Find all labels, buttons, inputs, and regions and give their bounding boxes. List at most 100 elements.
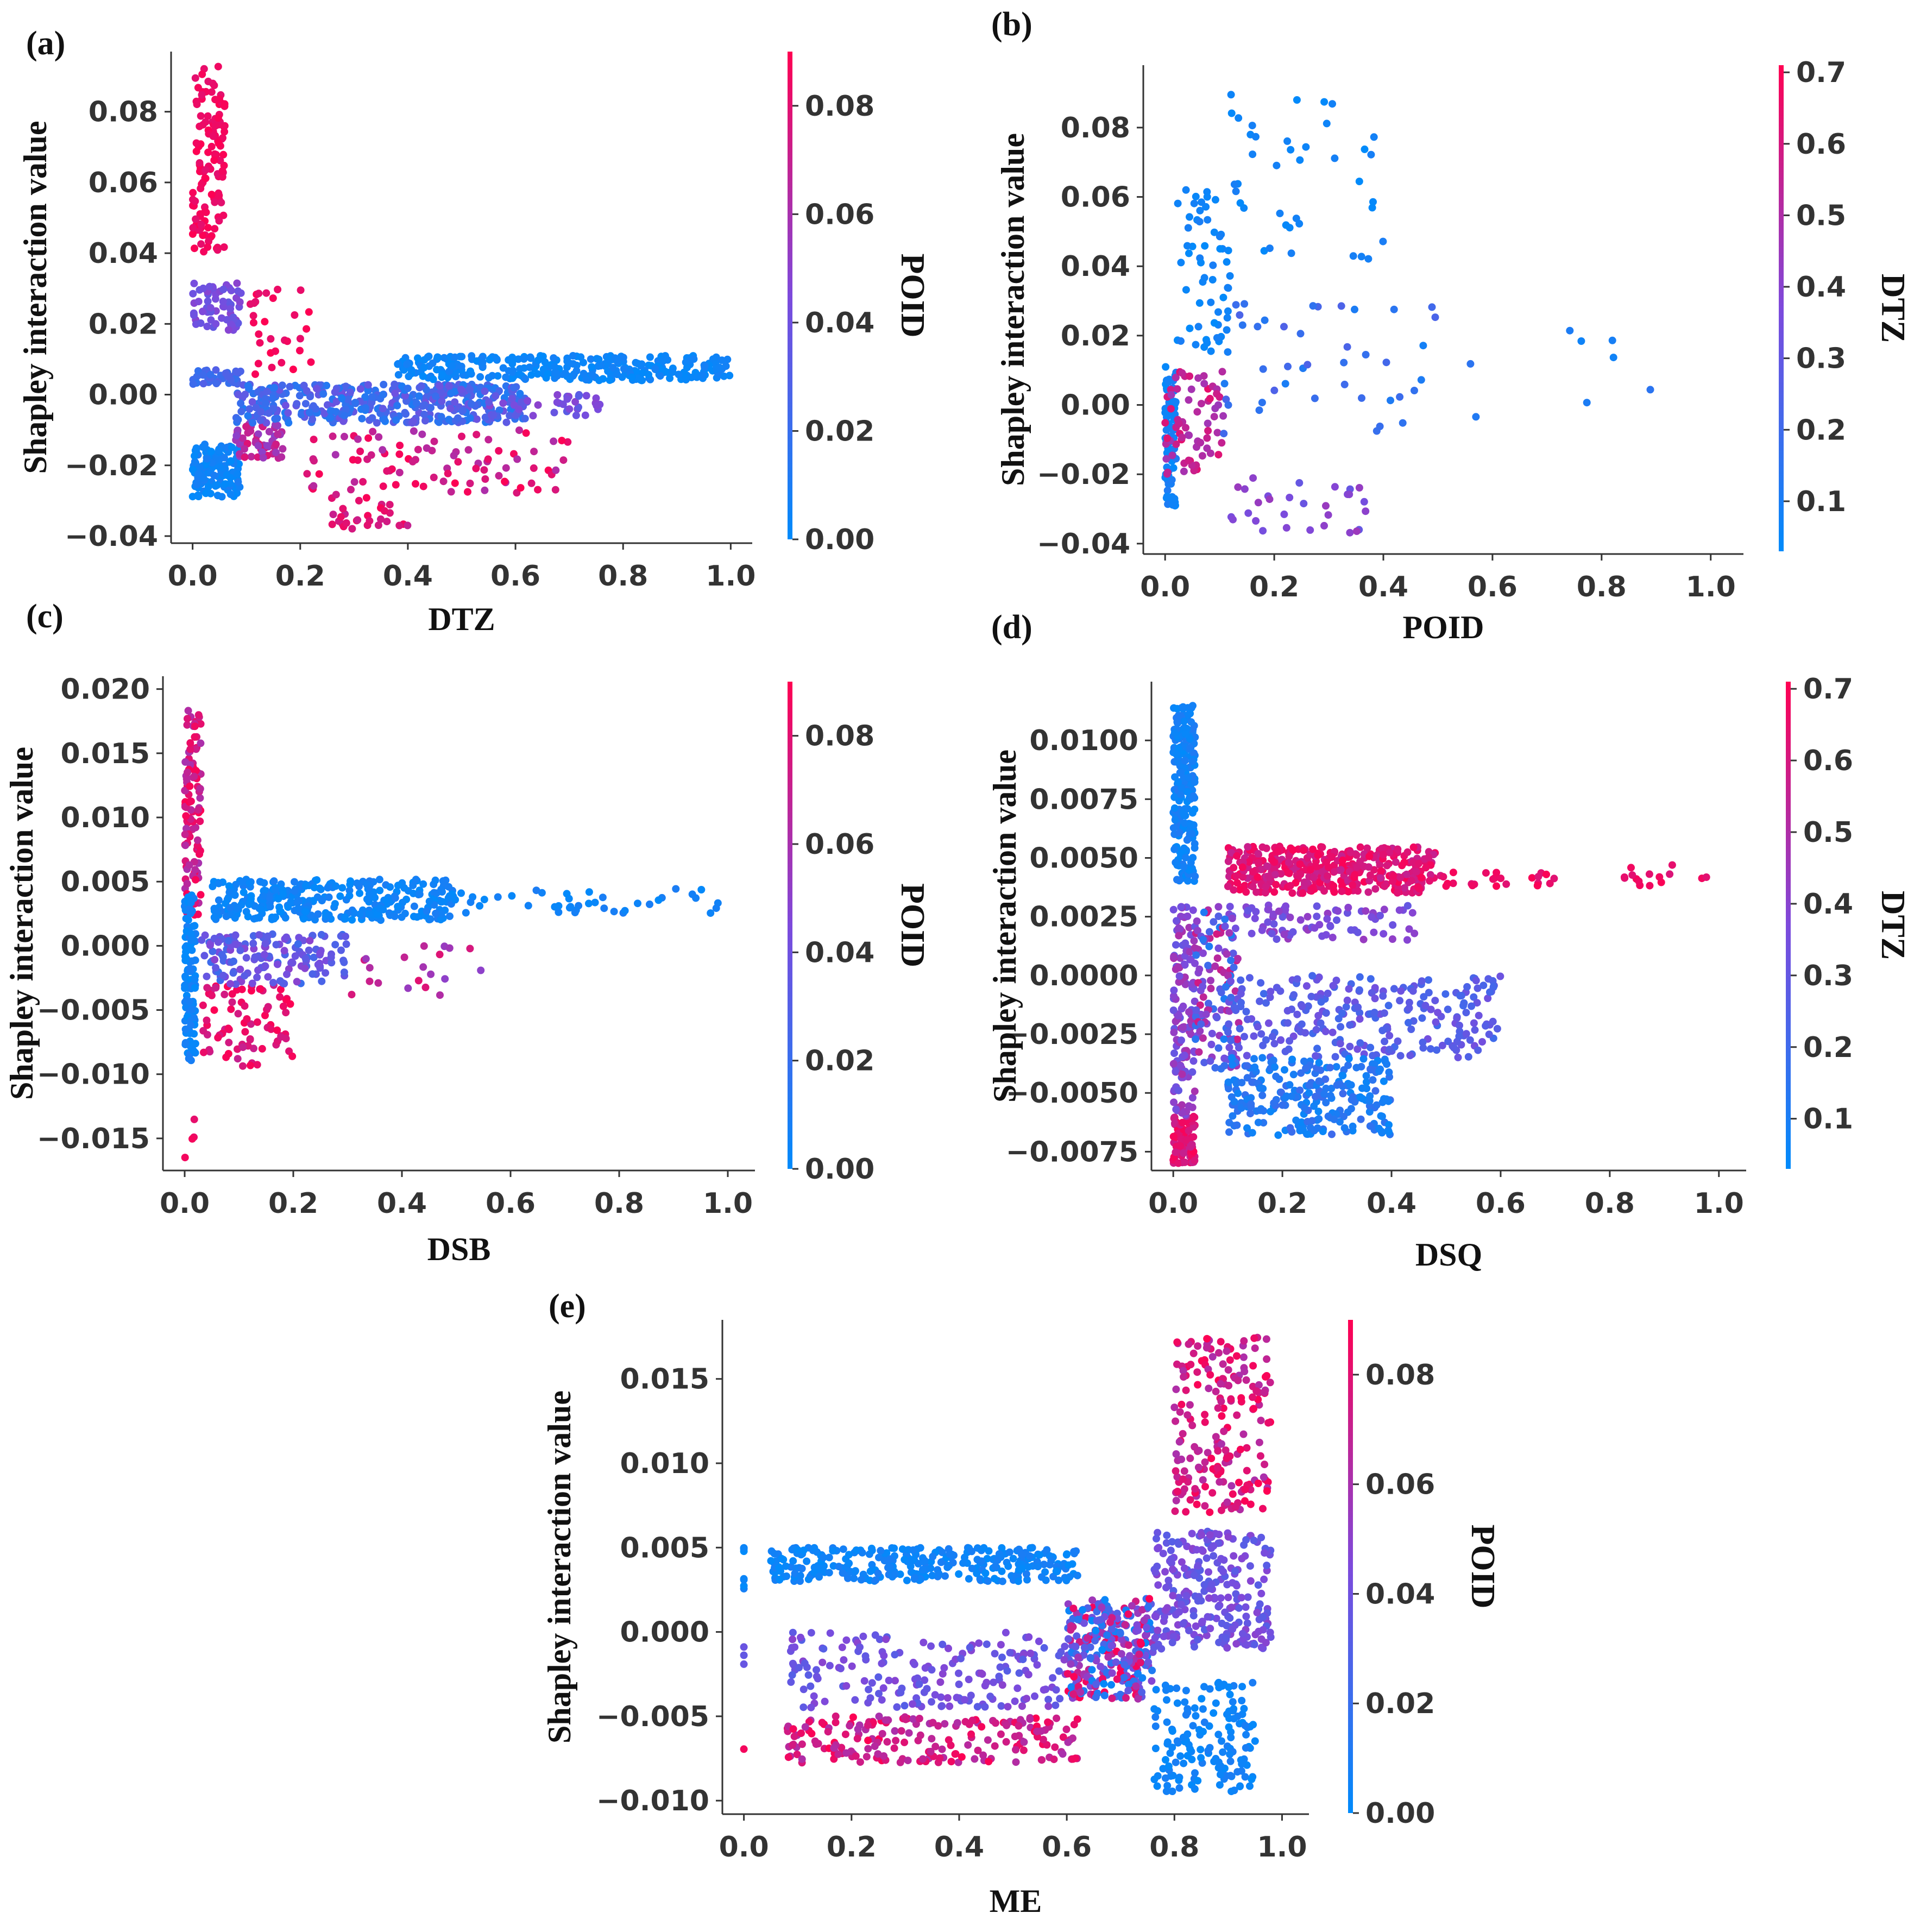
scatter-point	[1257, 979, 1265, 987]
scatter-point	[1317, 998, 1325, 1006]
scatter-point	[1493, 869, 1501, 877]
scatter-point	[1172, 440, 1180, 448]
scatter-point	[840, 1656, 848, 1664]
scatter-point	[1162, 363, 1170, 371]
scatter-point	[1188, 758, 1197, 766]
scatter-point	[1379, 237, 1387, 246]
scatter-point	[331, 941, 339, 949]
scatter-point	[1345, 490, 1353, 499]
scatter-point	[425, 897, 433, 905]
scatter-point	[1270, 865, 1278, 873]
scatter-point	[1012, 1758, 1020, 1766]
scatter-point	[1019, 1746, 1028, 1754]
scatter-point	[1178, 784, 1186, 792]
scatter-point	[1183, 912, 1192, 920]
scatter-point	[1331, 154, 1339, 162]
scatter-point	[190, 1115, 198, 1123]
scatter-point	[613, 370, 621, 379]
scatter-point	[1168, 411, 1176, 419]
scatter-point	[187, 930, 195, 938]
scatter-point	[1062, 1576, 1071, 1584]
scatter-point	[1472, 977, 1480, 985]
scatter-point	[1241, 1033, 1248, 1041]
scatter-point	[264, 1003, 272, 1011]
scatter-point	[1025, 1633, 1033, 1641]
scatter-point	[820, 1553, 828, 1562]
scatter-point	[1181, 757, 1189, 765]
scatter-point	[253, 1018, 261, 1026]
scatter-point	[407, 366, 415, 374]
scatter-point	[1191, 805, 1199, 814]
scatter-point	[1228, 1054, 1236, 1062]
scatter-point	[1271, 871, 1279, 879]
scatter-point	[587, 355, 595, 363]
scatter-point	[1243, 1062, 1251, 1070]
scatter-point	[502, 464, 510, 472]
scatter-point	[1170, 729, 1179, 737]
scatter-point	[423, 907, 431, 915]
scatter-point	[197, 240, 205, 248]
scatter-point	[946, 1550, 954, 1558]
scatter-point	[1266, 993, 1274, 1002]
scatter-point	[1362, 507, 1370, 515]
scatter-point	[241, 445, 248, 453]
scatter-point	[1314, 1107, 1323, 1116]
scatter-point	[476, 373, 484, 381]
scatter-point	[527, 371, 536, 379]
scatter-point	[1431, 997, 1439, 1005]
scatter-point	[1449, 869, 1457, 877]
scatter-point	[351, 399, 360, 407]
scatter-point	[1312, 1052, 1320, 1060]
scatter-point	[1328, 853, 1336, 861]
scatter-point	[1254, 1023, 1262, 1031]
scatter-point	[1223, 326, 1231, 334]
scatter-point	[211, 96, 219, 104]
scatter-point	[1272, 1072, 1280, 1080]
scatter-point	[273, 1026, 281, 1034]
scatter-point	[419, 482, 427, 490]
scatter-point	[824, 1728, 832, 1736]
scatter-point	[423, 444, 431, 452]
scatter-point	[251, 370, 259, 378]
scatter-point	[1277, 870, 1285, 878]
scatter-point	[832, 1712, 840, 1720]
scatter-point	[272, 941, 280, 949]
scatter-point	[393, 401, 401, 410]
scatter-point	[221, 480, 229, 488]
scatter-point	[1365, 1108, 1374, 1116]
scatter-point	[981, 1682, 989, 1690]
scatter-point	[187, 1021, 195, 1029]
scatter-point	[1300, 846, 1308, 854]
scatter-point	[224, 936, 232, 945]
scatter-point	[261, 886, 269, 895]
scatter-point	[1163, 434, 1172, 442]
scatter-point	[241, 1028, 249, 1036]
scatter-point	[1302, 982, 1311, 990]
scatter-point	[1277, 1036, 1285, 1044]
x-tick-label: 0.2	[268, 1187, 318, 1220]
scatter-point	[851, 1696, 859, 1704]
scatter-point	[186, 745, 194, 753]
scatter-point	[1220, 430, 1228, 438]
x-tick-label: 1.0	[703, 1187, 753, 1220]
scatter-point	[241, 391, 249, 399]
colorbar-tick-label: 0.06	[805, 828, 874, 861]
scatter-point	[1033, 1661, 1041, 1669]
scatter-point	[269, 979, 277, 987]
scatter-point	[919, 1755, 927, 1763]
scatter-point	[1425, 989, 1433, 997]
scatter-point	[619, 354, 627, 362]
scatter-point	[204, 297, 212, 305]
scatter-point	[799, 1685, 808, 1694]
scatter-point	[1351, 871, 1359, 879]
scatter-point	[530, 448, 538, 456]
scatter-point	[305, 408, 313, 417]
scatter-point	[481, 475, 489, 483]
scatter-point	[1188, 1114, 1196, 1122]
scatter-point	[306, 393, 314, 401]
scatter-point	[1273, 847, 1281, 855]
scatter-point	[593, 401, 601, 410]
scatter-point	[839, 1545, 847, 1553]
scatter-point	[947, 1758, 955, 1766]
scatter-point	[726, 372, 734, 380]
